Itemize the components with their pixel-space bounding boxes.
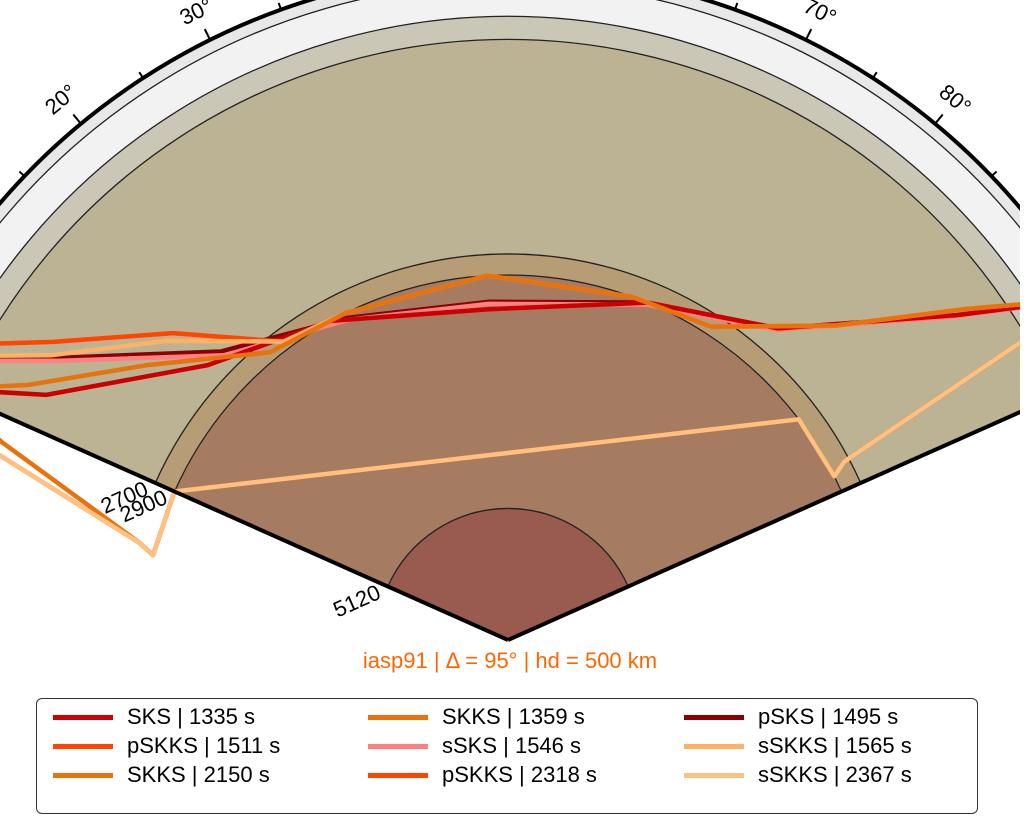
legend-label: sSKKS | 2367 s: [758, 762, 912, 787]
legend-swatch: [53, 714, 113, 720]
legend-item: pSKS | 1495 s: [684, 703, 898, 731]
layer-outer-core: [174, 274, 842, 640]
outer-arc: [0, 0, 1020, 212]
raypath-diagram: 0°10°20°30°40°50°60°70°80°90°100° 120440…: [0, 0, 1020, 642]
legend-label: pSKS | 1495 s: [758, 704, 899, 729]
layer-inner-core: [387, 508, 629, 640]
distance-label: 30°: [176, 0, 217, 30]
distance-tick: [72, 113, 82, 125]
section-frame: [0, 0, 1020, 642]
legend-label: SKS | 1335 s: [127, 704, 256, 729]
legend-swatch: [684, 743, 744, 749]
legend-label: sSKKS | 1565 s: [758, 733, 912, 758]
layer-boundary: [0, 38, 1020, 328]
right-radius-line: [507, 409, 1020, 642]
ray-path: [0, 339, 1020, 558]
legend-swatch: [368, 714, 428, 720]
legend-label: sSKS | 1546 s: [442, 733, 582, 758]
legend-swatch: [368, 743, 428, 749]
legend-label: SKKS | 2150 s: [127, 762, 270, 787]
left-radius-line: [0, 411, 509, 642]
distance-label: 80°: [934, 79, 976, 119]
distance-tick: [805, 28, 813, 41]
phase-legend: SKS | 1335 s SKKS | 1359 s pSKS | 1495 s…: [36, 698, 978, 814]
model-caption: iasp91 | Δ = 95° | hd = 500 km: [362, 648, 658, 673]
legend-item: sSKKS | 2367 s: [684, 761, 912, 789]
distance-label: 70°: [800, 0, 841, 30]
legend-label: pSKKS | 2318 s: [442, 762, 597, 787]
layer-boundary: [0, 0, 1020, 229]
legend-swatch: [53, 772, 113, 778]
distance-tick: [277, 2, 282, 10]
legend-item: SKS | 1335 s: [53, 703, 255, 731]
legend-swatch: [684, 772, 744, 778]
legend-item: pSKKS | 2318 s: [368, 761, 597, 789]
legend-item: SKKS | 2150 s: [53, 761, 270, 789]
distance-tick: [18, 170, 26, 177]
depth-label: 5120: [329, 580, 384, 623]
legend-label: SKKS | 1359 s: [442, 704, 585, 729]
legend-item: sSKS | 1546 s: [368, 732, 581, 760]
distance-tick: [203, 28, 211, 41]
distance-tick: [138, 71, 144, 79]
layer-boundary: [0, 15, 1020, 286]
distance-tick: [872, 71, 878, 79]
legend-swatch: [684, 714, 744, 720]
layer-boundaries: [0, 0, 1020, 587]
distance-tick: [734, 2, 739, 10]
layer-boundary: [154, 253, 862, 484]
legend-item: pSKKS | 1511 s: [53, 732, 280, 760]
distance-label: 20°: [40, 79, 82, 119]
ray-paths: [0, 273, 1020, 558]
layer-boundary: [173, 274, 843, 492]
legend-swatch: [53, 743, 113, 749]
distance-tick: [934, 113, 944, 125]
legend-label: pSKKS | 1511 s: [127, 733, 281, 758]
distance-tick: [990, 170, 998, 177]
legend-swatch: [368, 772, 428, 778]
layer-boundary: [387, 507, 629, 587]
legend-item: sSKKS | 1565 s: [684, 732, 912, 760]
ray-path: [0, 273, 1020, 389]
legend-item: SKKS | 1359 s: [368, 703, 585, 731]
